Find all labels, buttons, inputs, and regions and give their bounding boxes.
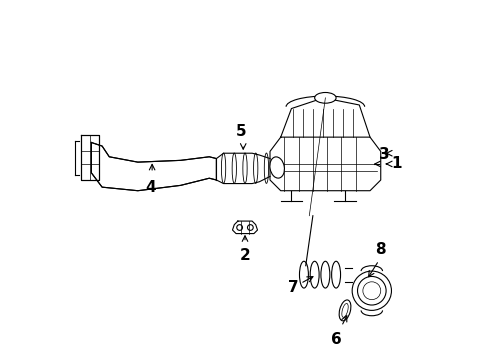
Text: 8: 8 xyxy=(375,242,386,257)
Ellipse shape xyxy=(315,93,336,103)
Ellipse shape xyxy=(339,300,351,321)
Text: 6: 6 xyxy=(331,332,342,347)
Circle shape xyxy=(352,271,392,310)
Ellipse shape xyxy=(310,261,319,288)
Text: 4: 4 xyxy=(145,180,156,195)
Text: 1: 1 xyxy=(392,157,402,171)
Polygon shape xyxy=(92,143,217,191)
Text: 2: 2 xyxy=(240,248,250,263)
Ellipse shape xyxy=(270,157,284,178)
Polygon shape xyxy=(81,135,98,180)
Ellipse shape xyxy=(299,261,308,288)
Text: 3: 3 xyxy=(379,147,390,162)
Ellipse shape xyxy=(321,261,330,288)
Text: 7: 7 xyxy=(288,280,298,295)
Ellipse shape xyxy=(332,261,341,288)
Text: 5: 5 xyxy=(236,124,247,139)
